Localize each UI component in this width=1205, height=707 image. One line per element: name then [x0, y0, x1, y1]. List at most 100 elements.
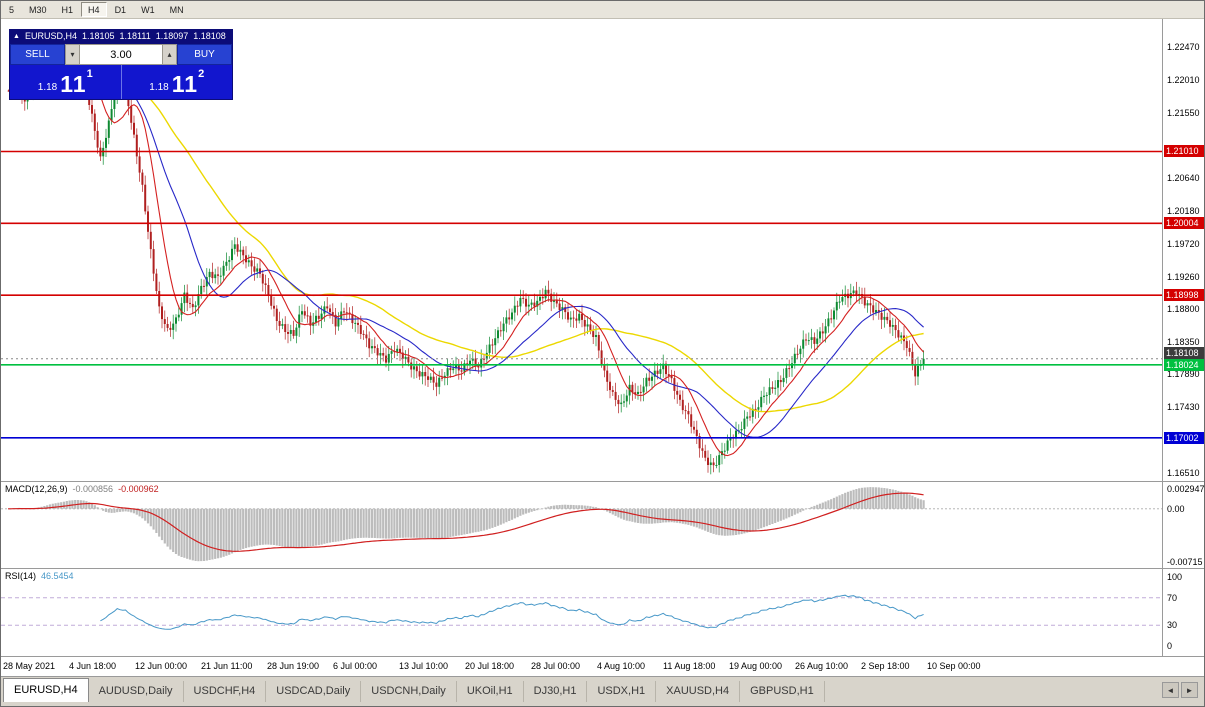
- axis-separator: [1162, 19, 1163, 481]
- rsi-axis-label: 0: [1167, 641, 1173, 651]
- timeframe-toolbar: 5 M30 H1 H4 D1 W1 MN: [1, 1, 1204, 19]
- price-chart-canvas[interactable]: [1, 19, 1162, 481]
- chart-tab-EURUSD-H4[interactable]: EURUSD,H4: [3, 678, 89, 702]
- buy-price-display[interactable]: 1.18 11 2: [122, 65, 233, 99]
- timeframe-button-H4[interactable]: H4: [81, 2, 107, 17]
- price-axis-label: 1.22470: [1167, 42, 1200, 53]
- rsi-value: 46.5454: [41, 571, 74, 581]
- chart-tab-USDCAD-Daily[interactable]: USDCAD,Daily: [266, 681, 362, 702]
- tab-scroll-left-icon[interactable]: ◄: [1162, 682, 1179, 698]
- timeframe-button-5[interactable]: 5: [2, 2, 21, 17]
- buy-button[interactable]: BUY: [177, 44, 232, 65]
- time-axis-label: 4 Jun 18:00: [69, 661, 117, 671]
- price-axis-label: 1.18350: [1167, 336, 1200, 347]
- volume-input[interactable]: 3.00: [80, 44, 162, 65]
- price-axis-label: 1.18800: [1167, 304, 1200, 315]
- window-bottom-edge: [1, 702, 1204, 706]
- time-axis: 28 May 2021 4 Jun 18:00 12 Jun 00:00 21 Jun…: [1, 656, 1204, 676]
- macd-header: MACD(12,26,9) -0.000856 -0.000962: [5, 484, 159, 494]
- price-axis-label: 1.22010: [1167, 75, 1200, 86]
- rsi-axis-label: 30: [1167, 620, 1178, 631]
- macd-label: MACD(12,26,9): [5, 484, 68, 494]
- price-axis-label: 1.16510: [1167, 467, 1200, 478]
- timeframe-button-D1[interactable]: D1: [108, 2, 134, 17]
- chart-tab-USDCNH-Daily[interactable]: USDCNH,Daily: [361, 681, 457, 702]
- time-axis-label: 2 Sep 18:00: [861, 661, 910, 671]
- tab-bar: EURUSD,H4 AUDUSD,Daily USDCHF,H4 USDCAD,Dai…: [1, 676, 1204, 702]
- tab-scroll-right-icon[interactable]: ►: [1181, 682, 1198, 698]
- chart-tab-AUDUSD-Daily[interactable]: AUDUSD,Daily: [89, 681, 184, 702]
- time-axis-label: 19 Aug 00:00: [729, 661, 783, 671]
- time-axis-label: 13 Jul 10:00: [399, 661, 449, 671]
- quote-close: 1.18108: [193, 31, 226, 41]
- collapse-chevron-icon[interactable]: ▲: [13, 32, 20, 40]
- buy-price-big: 11: [171, 71, 199, 97]
- price-axis-label: 1.19720: [1167, 238, 1200, 249]
- time-axis-label: 20 Jul 18:00: [465, 661, 515, 671]
- sell-price-display[interactable]: 1.18 11 1: [10, 65, 122, 99]
- macd-signal-value: -0.000962: [118, 484, 159, 494]
- timeframe-button-H1[interactable]: H1: [55, 2, 81, 17]
- volume-increase-button[interactable]: ▴: [162, 44, 177, 65]
- price-axis-label: 1.17890: [1167, 369, 1200, 380]
- one-click-trading-panel: SELL ▾ 3.00 ▴ BUY 1.18 11 1 1.18 11 2: [9, 43, 233, 100]
- price-level-chip: 1.18108: [1164, 346, 1204, 359]
- buy-price-sup: 2: [198, 68, 205, 80]
- chart-tab-USDCHF-H4[interactable]: USDCHF,H4: [184, 681, 267, 702]
- timeframe-button-W1[interactable]: W1: [134, 2, 162, 17]
- timeframe-button-MN[interactable]: MN: [163, 2, 191, 17]
- macd-axis-label: 0.00: [1167, 503, 1185, 514]
- quote-high: 1.18111: [119, 31, 151, 41]
- rsi-label: RSI(14): [5, 571, 37, 581]
- time-axis-label: 6 Jul 00:00: [333, 661, 378, 671]
- price-axis-label: 1.19260: [1167, 271, 1200, 282]
- time-axis-label: 11 Aug 18:00: [663, 661, 716, 671]
- macd-axis-label: 0.002947: [1167, 484, 1205, 494]
- time-axis-label: 28 Jun 19:00: [267, 661, 320, 671]
- price-axis-label: 1.20180: [1167, 205, 1200, 216]
- time-axis-label: 26 Aug 10:00: [795, 661, 849, 671]
- rsi-header: RSI(14) 46.5454: [5, 571, 74, 581]
- quote-symbol: EURUSD,H4: [24, 31, 77, 41]
- rsi-canvas[interactable]: [1, 569, 1162, 656]
- macd-pane: MACD(12,26,9) -0.000856 -0.000962 0.0029…: [1, 481, 1205, 568]
- macd-canvas[interactable]: [1, 482, 1162, 568]
- macd-axis-label: -0.00715: [1167, 557, 1203, 567]
- chart-tab-USDX-H1[interactable]: USDX,H1: [587, 681, 657, 702]
- rsi-axis-label: 100: [1167, 572, 1183, 582]
- axis-separator: [1162, 482, 1163, 568]
- chart-tab-UKOil-H1[interactable]: UKOil,H1: [457, 681, 524, 702]
- sell-price-big: 11: [60, 71, 87, 97]
- price-axis-label: 1.17430: [1167, 402, 1200, 413]
- sell-price-sup: 1: [86, 68, 93, 80]
- time-axis-label: 10 Sep 00:00: [927, 661, 981, 671]
- tab-scroll-controls: ◄ ►: [1158, 682, 1202, 702]
- chart-tab-XAUUSD-H4[interactable]: XAUUSD,H4: [656, 681, 741, 702]
- volume-decrease-button[interactable]: ▾: [65, 44, 80, 65]
- price-level-chip: 1.20004: [1164, 217, 1204, 230]
- time-axis-label: 12 Jun 00:00: [135, 661, 188, 671]
- price-level-chip: 1.17002: [1164, 431, 1204, 444]
- time-axis-label: 28 May 2021: [3, 661, 56, 671]
- time-axis-label: 21 Jun 11:00: [201, 661, 253, 671]
- quote-open: 1.18105: [81, 31, 115, 41]
- price-level-chip: 1.18998: [1164, 289, 1204, 302]
- chart-tab-DJ30-H1[interactable]: DJ30,H1: [524, 681, 588, 702]
- quote-header: ▲ EURUSD,H4 1.18105 1.18111 1.18097 1.18…: [9, 29, 233, 43]
- axis-separator: [1162, 569, 1163, 656]
- quote-low: 1.18097: [155, 31, 189, 41]
- price-axis-label: 1.20640: [1167, 172, 1200, 183]
- timeframe-button-M30[interactable]: M30: [22, 2, 54, 17]
- chart-tabs: EURUSD,H4 AUDUSD,Daily USDCHF,H4 USDCAD,Dai…: [3, 677, 1158, 702]
- time-axis-label: 4 Aug 10:00: [597, 661, 646, 671]
- macd-main-value: -0.000856: [72, 484, 114, 494]
- chart-tab-GBPUSD-H1[interactable]: GBPUSD,H1: [740, 681, 825, 702]
- time-axis-label: 28 Jul 00:00: [531, 661, 581, 671]
- rsi-pane: RSI(14) 46.5454 100 70 30 0: [1, 568, 1204, 656]
- sell-price-small: 1.18: [37, 82, 58, 93]
- sell-button[interactable]: SELL: [10, 44, 65, 65]
- price-level-chip: 1.18024: [1164, 358, 1204, 371]
- main-chart-pane: ▲ EURUSD,H4 1.18105 1.18111 1.18097 1.18…: [1, 19, 1204, 481]
- buy-price-small: 1.18: [149, 82, 169, 93]
